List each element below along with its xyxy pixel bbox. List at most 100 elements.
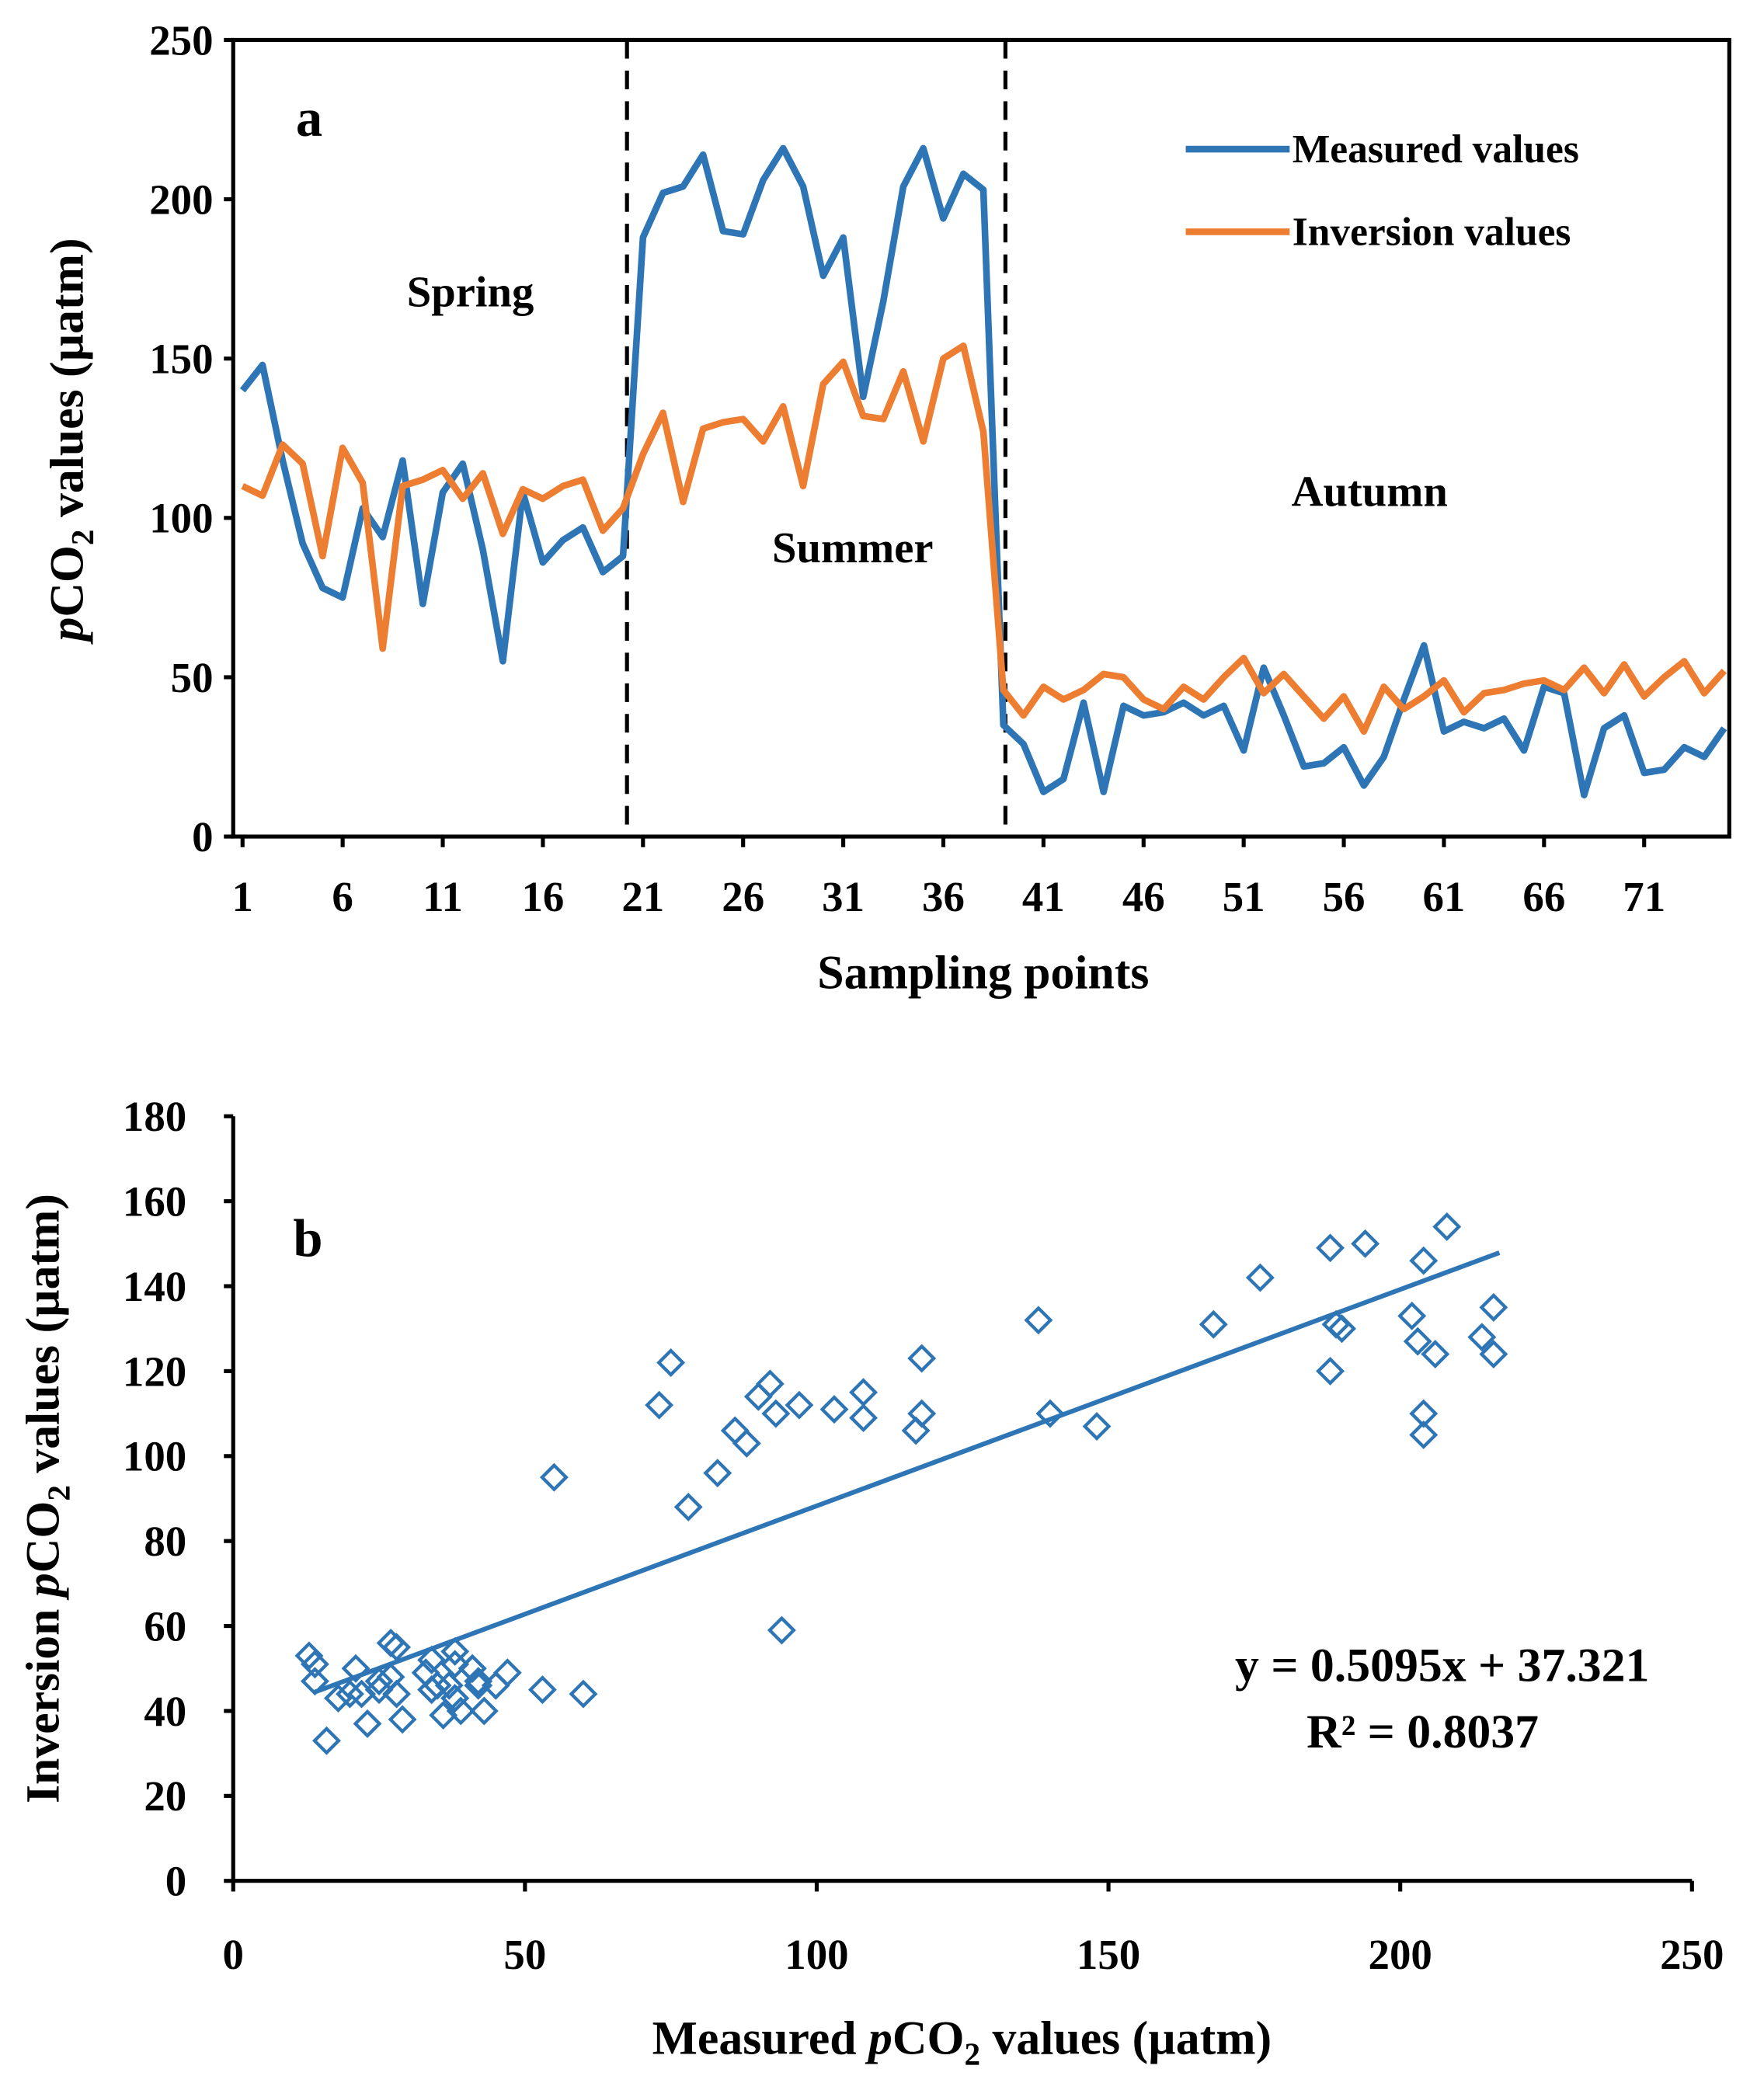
y-tick-label: 20 [144,1772,186,1820]
scatter-point [761,1399,791,1428]
scatter-point [1409,1399,1439,1428]
y-title-pre: Inversion [17,1597,70,1803]
season-label-autumn: Autumn [1292,468,1448,516]
season-label-spring: Spring [407,268,534,316]
scatter-point [1479,1340,1508,1369]
y-tick-label: 150 [149,336,213,383]
y-tick-label: 0 [192,813,213,861]
scatter-point [1316,1356,1345,1386]
scatter-point [673,1492,703,1521]
x-tick-label: 250 [1660,1931,1724,1978]
x-tick-label: 150 [1077,1931,1140,1978]
scatter-point [388,1705,417,1734]
scatter-point [1024,1306,1053,1335]
y-tick-label: 60 [144,1602,186,1650]
x-tick-label: 100 [785,1931,848,1978]
panel-a-plot-frame [231,37,1731,839]
scatter-point [849,1378,879,1407]
trendline-equation: y = 0.5095x + 37.321 [1235,1639,1649,1692]
scatter-point [364,1667,394,1696]
panel-a-y-axis-title: pCO2 values (µatm) [40,238,100,645]
legend: Measured values Inversion values [1185,127,1579,255]
scatter-point [1403,1327,1432,1356]
scatter-point [849,1403,879,1433]
x-tick-label: 36 [922,873,965,920]
x-tick-label: 71 [1623,873,1665,920]
x-tick-label: 31 [822,873,865,920]
scatter-point [527,1675,557,1705]
scatter-point [300,1650,329,1679]
scatter-point [382,1633,412,1662]
scatter-point [819,1395,849,1424]
scatter-point [364,1675,394,1705]
scatter-point [294,1641,324,1671]
scatter-point [492,1658,522,1688]
y-title-rest: values (µatm) [40,238,93,529]
x-title-pre: Measured [652,2012,868,2065]
y-tick-label: 180 [123,1093,186,1140]
scatter-point [785,1390,814,1420]
scatter-point [434,1671,464,1700]
y-title-co: CO [17,1501,70,1574]
scatter-point [755,1369,785,1399]
y-title-co: CO [40,545,93,617]
scatter-point [907,1344,937,1373]
scatter-point [341,1654,371,1683]
scatter-point [569,1679,598,1709]
scatter-point [440,1636,470,1666]
scatter-point [469,1696,499,1726]
y-tick-label: 120 [123,1348,186,1395]
scatter-point [1432,1212,1462,1241]
scatter-point [481,1671,510,1700]
scatter-point [323,1684,353,1713]
scatter-point [429,1700,458,1730]
scatter-point [1321,1309,1351,1339]
scatter-point [767,1615,796,1645]
y-title-rest: values (µatm) [17,1194,70,1485]
panel-b-label: b [293,1208,322,1268]
scatter-point [743,1382,773,1411]
x-tick-label: 16 [521,873,564,920]
panel-a-x-axis-title: Sampling points [817,947,1149,1000]
x-tick-label: 50 [503,1931,546,1978]
x-tick-label: 46 [1122,873,1165,920]
scatter-point [300,1667,329,1696]
x-title-rest: values (µatm) [980,2012,1272,2065]
measured-values-line [239,144,1727,799]
scatter-point [417,1645,447,1674]
x-tick-label: 56 [1323,873,1366,920]
x-tick-label: 200 [1369,1931,1432,1978]
x-title-italic-p: p [865,2012,892,2065]
scatter-point [1082,1412,1112,1441]
inversion-values-line [241,342,1727,735]
y-title-subscript: 2 [40,1485,76,1501]
scatter-point [1316,1233,1345,1263]
y-title-italic-p: p [17,1573,70,1601]
legend-label-measured: Measured values [1293,127,1579,172]
scatter-point [1409,1420,1439,1449]
legend-label-inversion: Inversion values [1293,210,1571,255]
scatter-point [1467,1323,1497,1352]
x-title-subscript: 2 [965,2036,981,2071]
scatter-point [336,1679,364,1709]
scatter-point [901,1416,931,1445]
trendline [314,1250,1501,1695]
r-squared-label: R² = 0.8037 [1306,1706,1539,1758]
x-tick-label: 51 [1223,873,1265,920]
scatter-point [1421,1340,1450,1369]
x-tick-label: 6 [332,873,353,920]
y-tick-label: 200 [149,176,213,223]
x-tick-label: 66 [1522,873,1565,920]
panel-b-x-axis-title: Measured pCO2 values (µatm) [652,2012,1272,2072]
y-tick-label: 160 [123,1178,186,1226]
season-label-summer: Summer [772,524,933,572]
x-tick-label: 0 [223,1931,244,1978]
y-tick-label: 0 [165,1858,186,1905]
scatter-point [720,1416,750,1445]
x-title-co: CO [892,2012,965,2065]
